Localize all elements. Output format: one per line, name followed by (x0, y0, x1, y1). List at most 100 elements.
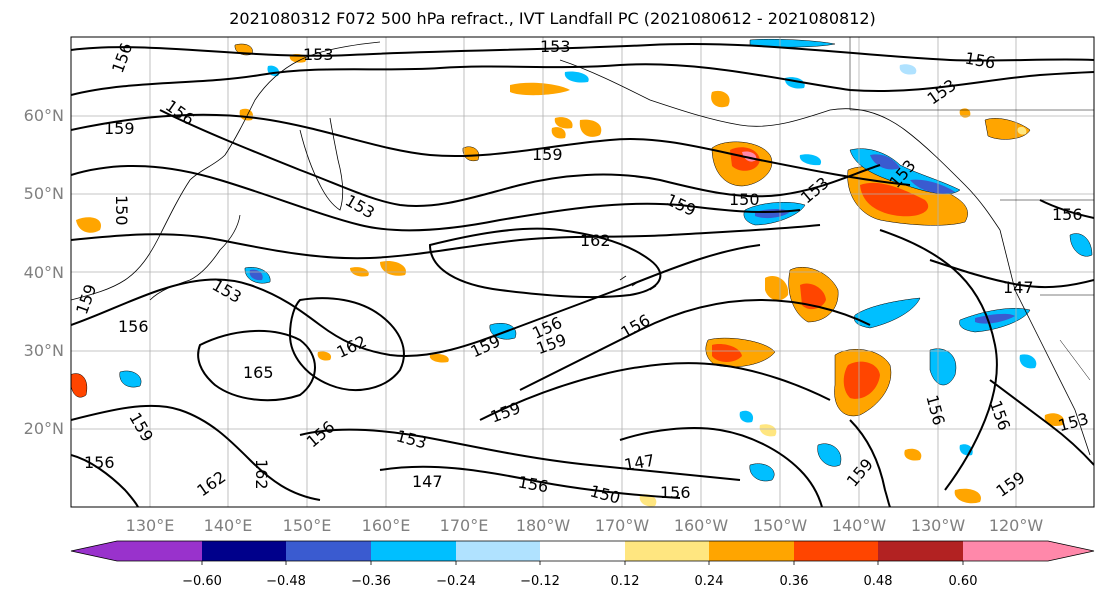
negative-patch (1019, 354, 1037, 369)
positive-patch (843, 361, 880, 399)
colorbar-extend-max (1048, 541, 1094, 561)
positive-patch (71, 373, 88, 398)
lon-tick-label: 140°W (831, 516, 887, 535)
lon-tick-label: 160°E (361, 516, 411, 535)
contour-line (197, 330, 316, 402)
lon-tick-label: 130°E (125, 516, 175, 535)
contour-line (71, 43, 1094, 62)
positive-patch (904, 448, 922, 461)
negative-anomaly-patches (119, 38, 1093, 482)
map-content: 156 153 153 156 153 159 156 150 159 150 … (71, 37, 1094, 507)
colorbar-swatch (794, 541, 878, 561)
contour-line (299, 428, 741, 481)
colorbar-outline (70, 540, 1095, 562)
positive-patch (1044, 413, 1065, 426)
positive-patch (984, 118, 1031, 140)
lon-tick-label: 150°W (752, 516, 808, 535)
negative-patch (854, 297, 921, 329)
negative-patch (929, 348, 957, 386)
lon-tick-label: 170°W (594, 516, 650, 535)
lat-tick-label: 40°N (23, 263, 64, 282)
positive-patch (76, 217, 101, 233)
colorbar-swatch (456, 541, 540, 561)
colorbar-swatch (625, 541, 709, 561)
contour-line (929, 259, 1094, 289)
contour-label: 156 (118, 317, 149, 336)
negative-patch (119, 370, 142, 388)
lon-tick-label: 140°E (203, 516, 253, 535)
colorbar-swatch (371, 541, 456, 561)
contour-label: 150 (729, 190, 760, 209)
colorbar-swatch (878, 541, 963, 561)
positive-patch (860, 182, 929, 217)
lat-tick-label: 20°N (23, 419, 64, 438)
negative-patch (817, 443, 842, 467)
contour-line (71, 113, 911, 186)
negative-patch (899, 64, 917, 75)
positive-patch (711, 90, 730, 108)
contour-line (879, 229, 998, 491)
positive-patch (759, 424, 777, 437)
positive-patch (639, 494, 657, 507)
negative-patch (870, 154, 900, 170)
coastline-alaska (559, 59, 1001, 231)
contour-line (71, 63, 1094, 96)
contour-label: 156 (660, 483, 691, 502)
contour-line (159, 109, 881, 207)
contour-label: 153 (303, 45, 334, 64)
contour-line (71, 454, 139, 507)
colorbar-swatch (540, 541, 625, 561)
contour-label: 150 (112, 195, 131, 226)
colorbar-tick-label: 0.36 (779, 574, 809, 589)
colorbar-tick-label: −0.60 (182, 574, 222, 589)
border-line (849, 37, 1094, 111)
negative-patch (975, 313, 1015, 324)
colorbar (70, 540, 1095, 565)
contour-line (619, 427, 823, 507)
lat-tick-label: 30°N (23, 341, 64, 360)
positive-patch (1017, 126, 1027, 135)
contour-line (1039, 199, 1094, 219)
contour-line (849, 419, 891, 507)
lon-tick-label: 170°E (439, 516, 489, 535)
lon-tick-label: 120°W (988, 516, 1044, 535)
colorbar-tick-label: −0.36 (351, 574, 391, 589)
borders (849, 37, 1094, 381)
colorbar-tick-label: 0.60 (948, 574, 978, 589)
contour-label: 159 (532, 145, 563, 164)
colorbar-tick-label: 0.24 (694, 574, 724, 589)
contour-line (71, 224, 821, 260)
contour-line (428, 227, 662, 299)
negative-patch (799, 154, 822, 166)
negative-patch (739, 410, 754, 423)
contour-line (989, 379, 1094, 466)
positive-patch (554, 117, 573, 129)
colorbar-swatch (709, 541, 794, 561)
colorbar-tick-label: −0.24 (436, 574, 476, 589)
lat-tick-label: 60°N (23, 106, 64, 125)
contour-label: 156 (84, 453, 115, 472)
lat-tick-label: 50°N (23, 184, 64, 203)
map-frame (70, 36, 1095, 508)
map-gridlines (71, 37, 1094, 507)
contour-lines (71, 43, 1094, 507)
contour-label: 147 (412, 472, 443, 491)
colorbar-tick-label: 0.48 (863, 574, 893, 589)
positive-patch (429, 353, 449, 363)
contour-line (479, 362, 831, 421)
colorbar-swatch (286, 541, 371, 561)
negative-patch (910, 179, 955, 194)
positive-patch (712, 344, 742, 362)
lon-tick-label: 150°E (282, 516, 332, 535)
positive-patch (765, 275, 789, 301)
contour-line (379, 465, 681, 499)
border-line (1059, 339, 1091, 381)
contour-label: 162 (252, 459, 271, 490)
coastline-kamchatka (299, 117, 344, 211)
colorbar-swatch (963, 541, 1048, 561)
colorbar-tick-label: 0.12 (610, 574, 640, 589)
negative-patch (749, 463, 775, 482)
positive-patch (579, 119, 602, 137)
contour-line (71, 164, 801, 232)
